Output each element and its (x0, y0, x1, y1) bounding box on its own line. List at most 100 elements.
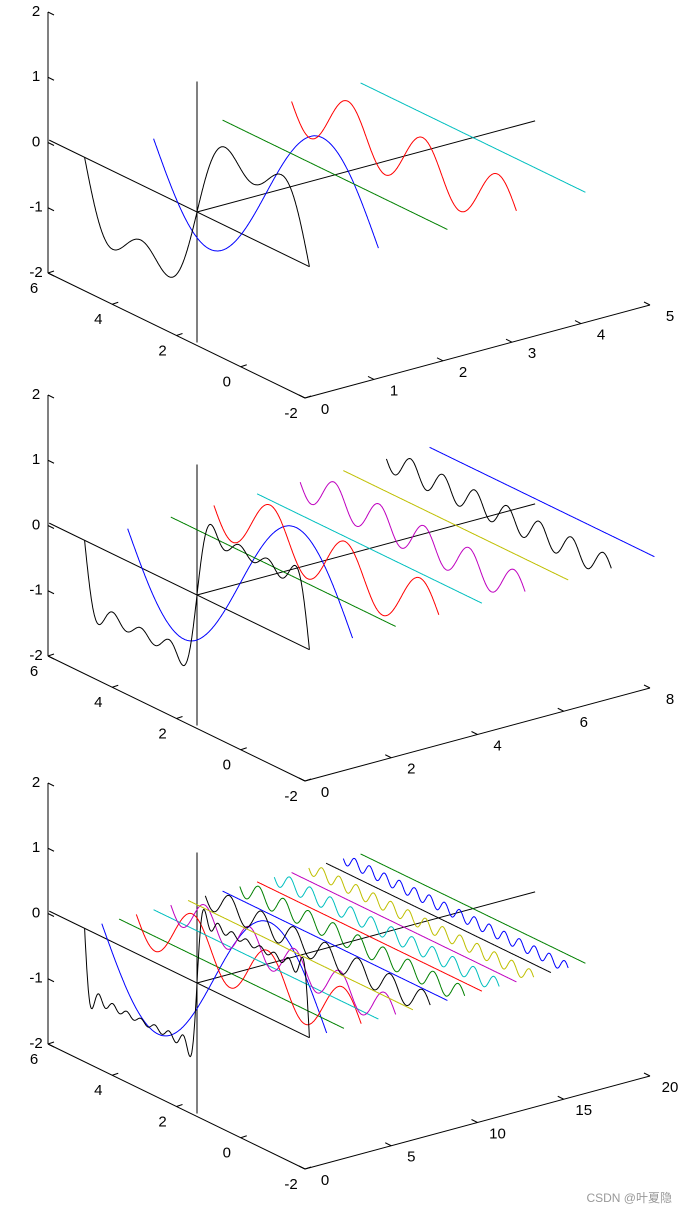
y-tick (240, 364, 247, 368)
z-tick (47, 76, 55, 81)
x-tick-label: 5 (666, 308, 674, 325)
x-tick-label: 5 (407, 1149, 415, 1166)
y-tick (176, 333, 183, 336)
x-tick (557, 707, 564, 712)
z-tick (47, 590, 55, 595)
z-tick-label: 0 (32, 516, 40, 533)
z-tick-label: 1 (32, 68, 40, 85)
x-tick-label: 3 (528, 345, 536, 362)
z-tick (47, 459, 55, 464)
y-tick (47, 270, 55, 274)
y-tick (304, 778, 312, 782)
x-tick (385, 1142, 392, 1147)
y-tick-label: 0 (223, 757, 231, 774)
z-tick-label: 2 (32, 774, 40, 791)
component-curve (101, 920, 328, 1037)
x-tick (471, 1119, 478, 1123)
x-tick (298, 777, 306, 782)
component-curve (299, 481, 526, 593)
z-tick (47, 207, 55, 212)
z-tick-label: -2 (29, 1035, 42, 1052)
component-curve (213, 504, 440, 617)
component-curve (325, 862, 552, 974)
z-tick (47, 978, 55, 983)
x-tick-label: 0 (321, 1172, 329, 1189)
x-tick-label: 20 (662, 1079, 679, 1096)
component-curve (291, 872, 517, 983)
x-tick-label: 10 (489, 1125, 506, 1142)
inner-y-line (49, 139, 310, 268)
y-tick-label: 0 (223, 374, 231, 391)
y-tick-label: -2 (284, 788, 297, 805)
x-tick (385, 754, 392, 759)
y-tick-label: 2 (158, 725, 166, 742)
y-tick (176, 716, 183, 719)
x-tick (471, 731, 478, 735)
z-tick (47, 525, 55, 529)
x-tick-label: 4 (597, 327, 605, 344)
component-curve (222, 890, 448, 1001)
component-curve (256, 493, 483, 604)
x-tick-label: 15 (575, 1102, 592, 1119)
y-tick (304, 395, 312, 399)
component-curve (187, 899, 414, 1011)
y-tick (112, 1072, 119, 1076)
x-tick (298, 394, 306, 399)
x-tick-label: 4 (493, 737, 501, 754)
x-tick (436, 357, 444, 362)
z-tick (47, 847, 55, 852)
y-tick (304, 1166, 312, 1170)
y-tick-label: 0 (223, 1145, 231, 1162)
y-tick-label: 6 (30, 1051, 38, 1068)
z-tick-label: 0 (32, 133, 40, 150)
z-tick (47, 1043, 55, 1048)
component-curve (308, 867, 535, 978)
inner-x-line (196, 891, 536, 984)
component-curve (127, 525, 354, 642)
z-tick-label: 1 (32, 451, 40, 468)
z-tick-label: -1 (29, 199, 42, 216)
y-tick-label: 6 (30, 663, 38, 680)
x-tick (643, 684, 651, 689)
x-tick-label: 8 (666, 691, 674, 708)
inner-y-line (49, 910, 310, 1039)
z-tick-label: -1 (29, 582, 42, 599)
component-curve (222, 119, 448, 230)
component-curve (273, 876, 500, 988)
y-tick-label: -2 (284, 1176, 297, 1193)
y-tick (112, 684, 119, 688)
z-tick (47, 11, 55, 16)
x-axis (304, 304, 651, 399)
x-tick (643, 301, 651, 306)
y-tick-label: 4 (94, 311, 102, 328)
x-tick (298, 1165, 306, 1170)
x-tick (643, 1072, 651, 1077)
z-tick (47, 655, 55, 660)
x-tick-label: 2 (407, 761, 415, 778)
component-curve (239, 885, 466, 997)
component-curve (342, 857, 569, 969)
x-tick (505, 338, 513, 343)
z-tick-label: 0 (32, 904, 40, 921)
y-tick (176, 1104, 183, 1107)
sum-curve (84, 146, 310, 278)
component-curve (170, 516, 396, 627)
x-tick (574, 320, 582, 325)
z-tick (47, 782, 55, 787)
component-curve (343, 470, 569, 581)
sum-curve (84, 523, 310, 667)
z-tick-label: -1 (29, 970, 42, 987)
z-tick-label: 1 (32, 839, 40, 856)
component-curve (170, 903, 397, 1016)
y-tick-label: 4 (94, 694, 102, 711)
z-tick-label: -2 (29, 264, 42, 281)
y-tick-label: 4 (94, 1082, 102, 1099)
x-tick (557, 1095, 564, 1100)
component-curve (291, 100, 517, 213)
z-tick (47, 142, 55, 146)
inner-x-line (196, 120, 536, 213)
y-tick-label: -2 (284, 405, 297, 422)
y-tick-label: 6 (30, 280, 38, 297)
